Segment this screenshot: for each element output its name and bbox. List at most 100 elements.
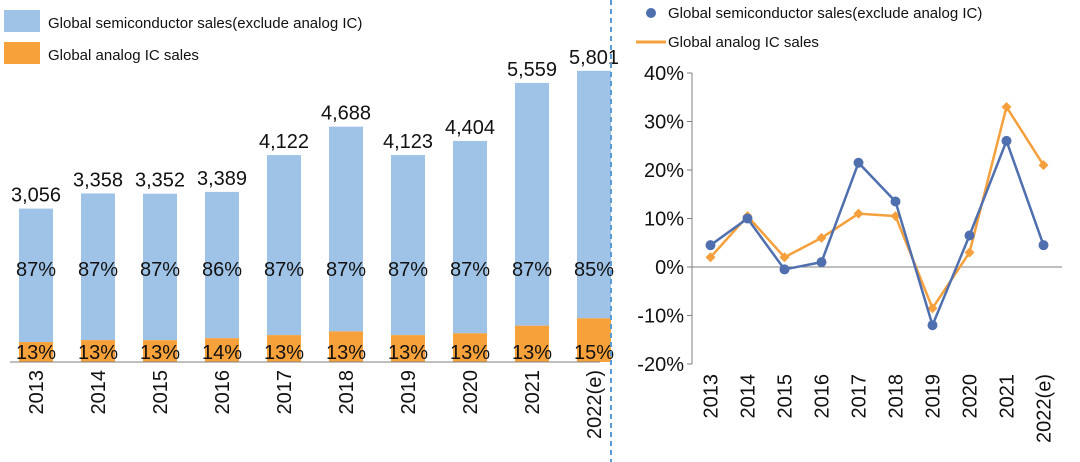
bar-x-tick-label: 2013: [26, 370, 48, 415]
semi-point: [816, 257, 827, 268]
analog-point: [927, 303, 938, 314]
bar-analog: [515, 325, 549, 362]
y-tick-label: -20%: [637, 354, 684, 376]
bars-group: 3,056 87% 13% 2013 3,358 87% 13% 2014 3,352 87% 13…: [11, 47, 619, 439]
bar-semi-share-label: 87%: [140, 259, 180, 281]
y-tick-label: 10%: [644, 209, 684, 231]
line-x-tick-label: 2014: [738, 374, 760, 419]
line-x-tick-label: 2022(e): [1034, 374, 1056, 443]
bar-analog: [329, 331, 363, 362]
bar-semi-share-label: 85%: [574, 259, 614, 281]
bar-semi: [205, 191, 239, 339]
semi-point: [964, 230, 975, 241]
bar-x-tick-label: 2018: [336, 370, 358, 415]
analog-point: [1038, 160, 1049, 171]
bar-semi: [515, 82, 549, 326]
analog-point: [1001, 101, 1012, 112]
bar-semi: [391, 155, 425, 336]
bar-total-label: 3,352: [135, 170, 185, 192]
analog-point: [853, 208, 864, 219]
bar-chart: Global semiconductor sales(exclude analo…: [4, 10, 619, 439]
analog-point: [816, 232, 827, 243]
line-x-tick-label: 2013: [701, 374, 723, 419]
line-legend: Global semiconductor sales(exclude analo…: [636, 5, 982, 51]
bar-semi: [267, 155, 301, 336]
line-x-tick-label: 2020: [960, 374, 982, 419]
bar-analog-share-label: 14%: [202, 342, 242, 364]
line-plot: 40% 30% 20% 10% 0% -10% -20% 2013 2014 2015 2016 20…: [637, 63, 1062, 443]
bar-semi: [19, 208, 53, 343]
bar-analog: [19, 342, 53, 362]
analog-point: [705, 252, 716, 263]
bar-analog: [267, 335, 301, 362]
bar-x-tick-label: 2015: [150, 370, 172, 415]
legend-marker-semi: [646, 8, 656, 18]
bar-total-label: 4,123: [383, 131, 433, 153]
bar-total-label: 5,801: [569, 47, 619, 69]
bar-total-label: 3,389: [197, 168, 247, 190]
bar-semi-share-label: 87%: [264, 259, 304, 281]
line-x-tick-label: 2015: [775, 374, 797, 419]
bar-semi-share-label: 87%: [388, 259, 428, 281]
semi-point: [890, 196, 901, 207]
line-x-tick-label: 2019: [923, 374, 945, 419]
bar-x-tick-label: 2014: [88, 370, 110, 415]
bar-analog: [577, 318, 611, 362]
bar-x-tick-label: 2022(e): [584, 370, 606, 439]
bar-semi-share-label: 87%: [326, 259, 366, 281]
bar-analog: [143, 340, 177, 362]
bar-analog-share-label: 13%: [16, 342, 56, 364]
y-tick-label: 40%: [644, 63, 684, 85]
line-x-tick-label: 2021: [997, 374, 1019, 419]
bar-analog: [81, 340, 115, 362]
y-tick-label: 30%: [644, 112, 684, 134]
legend-swatch-semi: [4, 10, 40, 32]
line-legend-label-semi: Global semiconductor sales(exclude analo…: [668, 5, 982, 22]
semi-point: [742, 213, 753, 224]
line-x-tick-label: 2017: [849, 374, 871, 419]
bar-total-label: 4,404: [445, 117, 495, 139]
semi-point: [853, 157, 864, 168]
bar-total-label: 4,688: [321, 103, 371, 125]
semi-point: [1038, 240, 1049, 251]
bar-analog-share-label: 13%: [326, 342, 366, 364]
bar-x-tick-label: 2020: [460, 370, 482, 415]
y-tick-label: -10%: [637, 306, 684, 328]
bar-analog-share-label: 13%: [140, 342, 180, 364]
bar-analog-share-label: 13%: [388, 342, 428, 364]
bar-semi-share-label: 87%: [512, 259, 552, 281]
bar-x-tick-label: 2017: [274, 370, 296, 415]
bar-analog-share-label: 13%: [450, 342, 490, 364]
bar-semi-share-label: 87%: [450, 259, 490, 281]
y-tick-label: 0%: [655, 257, 684, 279]
bar-analog: [453, 333, 487, 362]
legend-label-semi: Global semiconductor sales(exclude analo…: [48, 15, 362, 32]
bar-semi: [453, 140, 487, 334]
line-x-tick-label: 2016: [812, 374, 834, 419]
analog-point: [779, 252, 790, 263]
analog-point: [964, 247, 975, 258]
semi-point: [927, 320, 938, 331]
bar-total-label: 5,559: [507, 59, 557, 81]
semi-point: [705, 240, 716, 251]
bar-total-label: 4,122: [259, 131, 309, 153]
bar-semi-share-label: 87%: [16, 259, 56, 281]
bar-semi: [577, 70, 611, 319]
bar-semi: [81, 193, 115, 341]
bar-x-tick-label: 2016: [212, 370, 234, 415]
bar-analog-share-label: 13%: [78, 342, 118, 364]
line-legend-label-analog: Global analog IC sales: [668, 34, 819, 51]
bar-semi-share-label: 87%: [78, 259, 118, 281]
bar-legend: Global semiconductor sales(exclude analo…: [4, 10, 362, 64]
bar-total-label: 3,358: [73, 169, 123, 191]
bar-semi: [329, 126, 363, 332]
bar-semi: [143, 193, 177, 341]
semi-line: [709, 137, 1045, 329]
bar-analog-share-label: 15%: [574, 342, 614, 364]
y-tick-label: 20%: [644, 160, 684, 182]
legend-label-analog: Global analog IC sales: [48, 47, 199, 64]
bar-total-label: 3,056: [11, 185, 61, 207]
bar-analog-share-label: 13%: [512, 342, 552, 364]
line-chart: Global semiconductor sales(exclude analo…: [636, 5, 1062, 443]
